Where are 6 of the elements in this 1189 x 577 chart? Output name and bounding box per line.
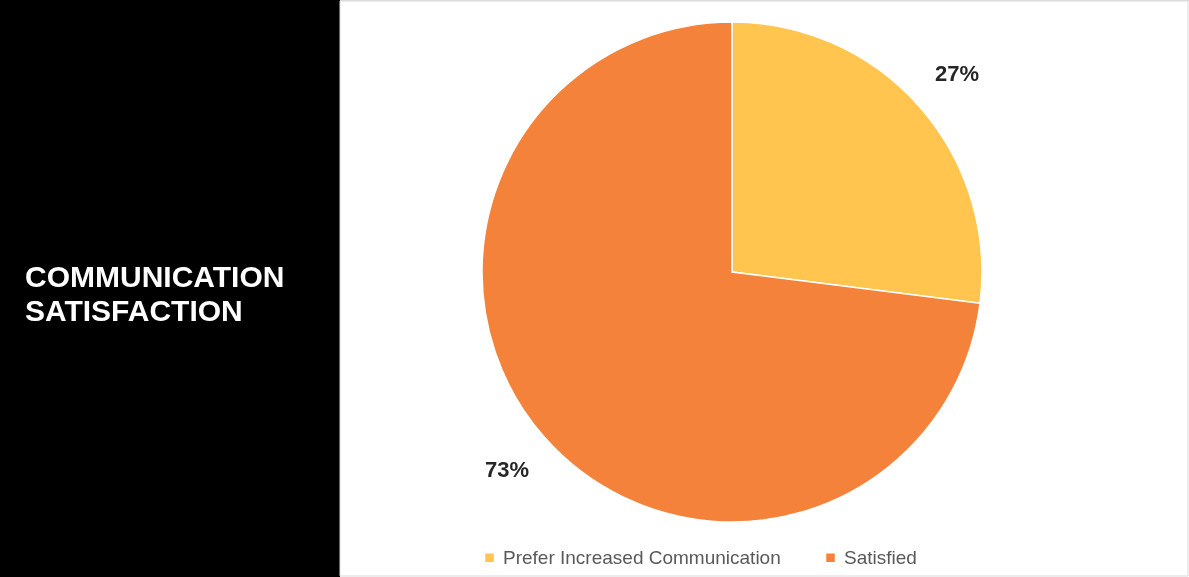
data-label: 73%: [484, 457, 529, 483]
legend-label: Prefer Increased Communication: [503, 546, 781, 568]
legend-label: Satisfied: [844, 546, 917, 568]
text: COMMUNICATION SATISFACTION: [25, 260, 285, 327]
data-label: 27%: [935, 60, 980, 86]
pie-slice: [481, 21, 981, 523]
